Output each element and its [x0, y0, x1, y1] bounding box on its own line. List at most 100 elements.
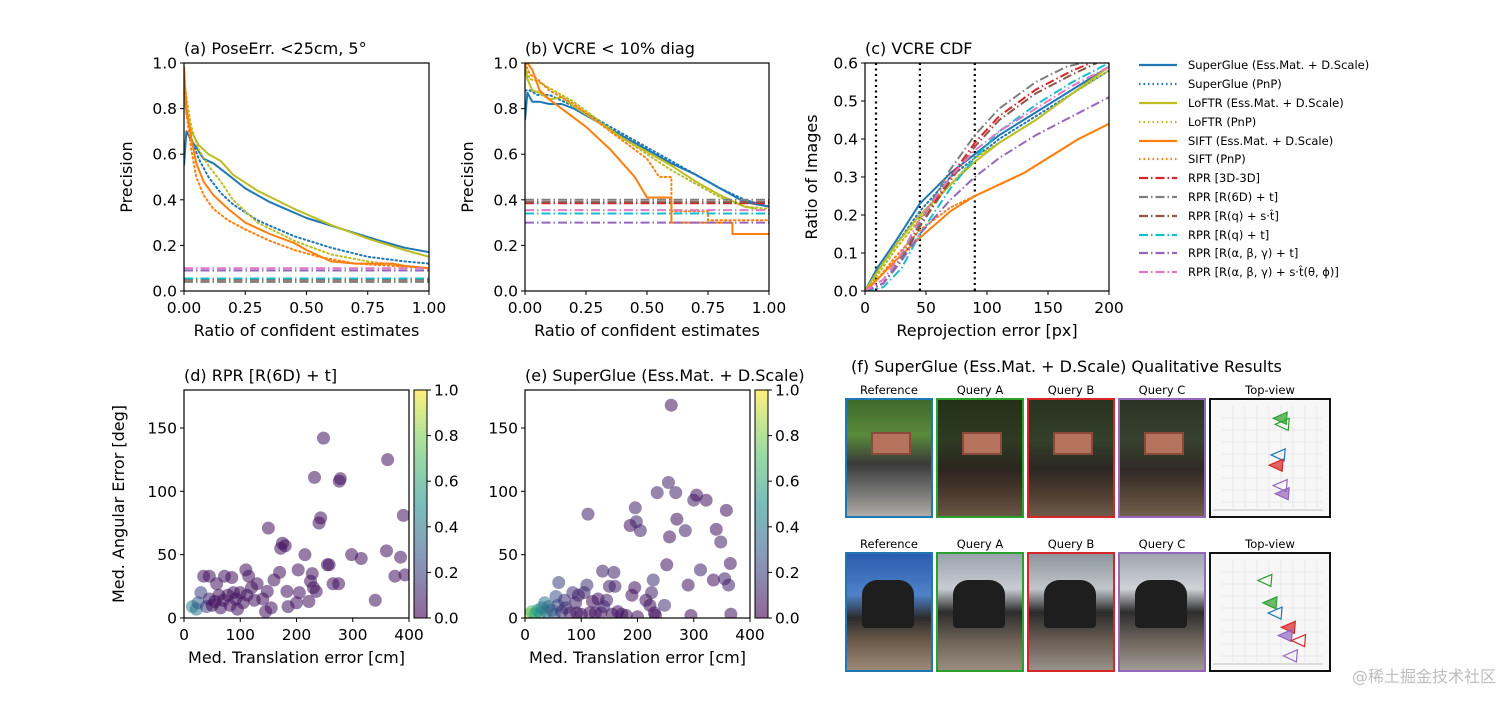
- qualitative-cell: Query B: [1027, 382, 1115, 518]
- panel-b-chart: 0.00 0.25 0.50 0.75 1.00 0.0 0.2 0.4 0.6 0.8 1.0 (b…: [458, 39, 786, 340]
- scatter-point: [368, 593, 382, 607]
- x-tick-label: 0.25: [228, 299, 263, 317]
- scatter-point: [699, 493, 713, 507]
- scatter-point: [317, 431, 330, 445]
- x-axis-label: Med. Translation error [cm]: [529, 648, 746, 667]
- legend-swatch: [1139, 177, 1177, 180]
- y-tick-label: 50: [157, 546, 177, 564]
- chart-title: (b) VCRE < 10% diag: [525, 39, 695, 58]
- y-tick-label: 0.0: [833, 283, 858, 301]
- colorbar-tick-label: 0.6: [775, 473, 800, 491]
- legend-entry: SuperGlue (Ess.Mat. + D.Scale): [1138, 56, 1428, 75]
- colorbar-tick-label: 1.0: [775, 382, 800, 400]
- scatter-point: [388, 569, 402, 583]
- top-view-canvas: [1213, 406, 1323, 511]
- colorbar-tick-label: 0.2: [775, 564, 800, 582]
- scatter-point: [290, 596, 303, 610]
- qualitative-column-label: Query B: [1047, 537, 1095, 551]
- legend-entry: RPR [R(q) + t]: [1138, 225, 1428, 244]
- scatter-point: [690, 488, 704, 502]
- series-line: [525, 89, 769, 208]
- chart-title: (c) VCRE CDF: [865, 39, 973, 58]
- legend-entry: RPR [3D-3D]: [1138, 169, 1428, 188]
- qualitative-row-monument: Reference Query A Query B Query C Top-view: [845, 382, 1331, 518]
- y-tick-label: 150: [488, 420, 518, 438]
- legend-swatch: [1139, 214, 1177, 217]
- y-tick-label: 0.8: [152, 100, 177, 118]
- colorbar-tick-label: 0.0: [775, 610, 800, 628]
- y-tick-label: 100: [147, 483, 177, 501]
- chart-title: (d) RPR [R(6D) + t]: [184, 366, 337, 385]
- scatter-point: [628, 501, 642, 515]
- legend-swatch: [1139, 101, 1177, 105]
- colorbar-tick-label: 0.2: [434, 564, 459, 582]
- legend-label: SIFT (Ess.Mat. + D.Scale): [1188, 133, 1334, 148]
- x-tick-label: 400: [735, 626, 765, 644]
- y-axis-label: Precision: [117, 141, 136, 212]
- locomotive-shape: [953, 579, 1006, 629]
- y-tick-label: 0.5: [833, 93, 858, 111]
- scatter-point: [398, 568, 409, 582]
- scatter-point: [669, 486, 683, 500]
- scatter-point: [322, 558, 336, 572]
- scatter-point: [242, 569, 256, 583]
- scatter-point: [631, 610, 644, 618]
- legend-swatch: [1139, 120, 1177, 123]
- qualitative-cell: Reference: [845, 382, 933, 518]
- qualitative-row-locomotive: Reference Query A Query B Query C Top-view: [845, 536, 1331, 672]
- scatter-point: [664, 398, 678, 412]
- camera-pose-triangle: [1273, 486, 1290, 501]
- scatter-point: [381, 453, 395, 467]
- y-tick-label: 0.0: [493, 283, 518, 301]
- x-tick-label: 100: [225, 626, 255, 644]
- colorbar-tick-label: 1.0: [434, 382, 459, 400]
- qualitative-cell: Top-view: [1209, 536, 1331, 672]
- legend-swatch: [1139, 64, 1177, 67]
- panel-c-chart: 0 50 100 150 200 0.0 0.1 0.2 0.3 0.4 0.5 0.6 (c) VCR…: [802, 39, 1124, 340]
- legend-label: LoFTR (PnP): [1188, 114, 1257, 129]
- x-axis-label: Ratio of confident estimates: [194, 321, 420, 340]
- x-tick-label: 400: [394, 626, 424, 644]
- camera-pose-triangle: [1267, 458, 1284, 473]
- x-tick-label: 200: [623, 626, 653, 644]
- scatter-point: [608, 579, 622, 593]
- scatter-point: [660, 558, 674, 572]
- locomotive-shape: [1135, 579, 1188, 629]
- series-line: [865, 69, 1109, 291]
- y-tick-label: 0.0: [152, 283, 177, 301]
- qualitative-cell: Query B: [1027, 536, 1115, 672]
- scatter-point: [308, 470, 321, 484]
- query-image: [936, 552, 1024, 672]
- series-line: [525, 63, 769, 222]
- reference-image: [845, 552, 933, 672]
- y-tick-label: 0.6: [493, 146, 518, 164]
- x-tick-label: 100: [566, 626, 596, 644]
- qualitative-cell: Reference: [845, 536, 933, 672]
- monument-shape: [1052, 432, 1094, 456]
- scatter-point: [724, 607, 738, 618]
- y-tick-label: 0.8: [493, 100, 518, 118]
- series-line: [865, 122, 1109, 291]
- y-tick-label: 0.2: [493, 237, 518, 255]
- camera-pose-triangle: [1281, 648, 1299, 663]
- locomotive-shape: [1044, 579, 1097, 629]
- qualitative-column-label: Top-view: [1245, 383, 1295, 397]
- locomotive-shape: [862, 579, 915, 629]
- scatter-point: [280, 584, 294, 598]
- x-tick-label: 0: [520, 626, 530, 644]
- series-line: [865, 63, 1109, 291]
- scatter-point: [380, 544, 393, 558]
- y-tick-label: 0.6: [152, 146, 177, 164]
- y-tick-label: 0.4: [152, 191, 177, 209]
- legend-swatch: [1139, 83, 1177, 86]
- scatter-point: [645, 586, 659, 600]
- scatter-point: [723, 557, 737, 571]
- y-tick-label: 100: [488, 483, 518, 501]
- qualitative-cell: Query C: [1118, 536, 1206, 672]
- y-tick-label: 1.0: [493, 55, 518, 73]
- y-tick-label: 0.4: [493, 191, 518, 209]
- scatter-point: [681, 578, 695, 592]
- scatter-point: [719, 503, 733, 517]
- scatter-point: [628, 581, 642, 595]
- y-tick-label: 0.3: [833, 169, 858, 187]
